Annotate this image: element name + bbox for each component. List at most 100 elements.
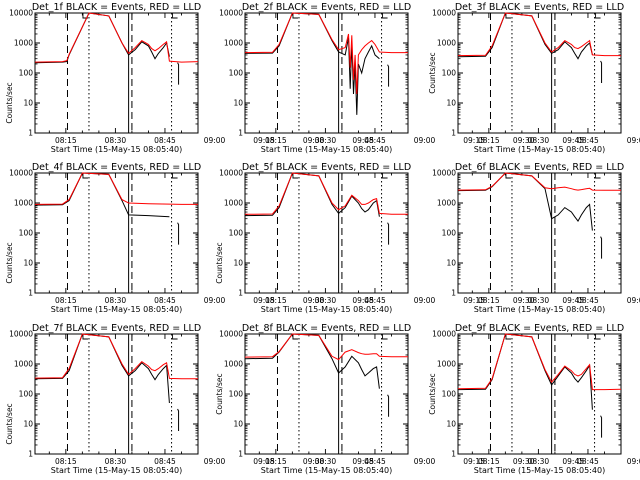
x-tick-label: 09:00 [414, 457, 436, 466]
y-tick-label: 10 [23, 99, 33, 108]
y-tick-label: 1 [28, 450, 33, 459]
y-tick-label: 1000 [14, 360, 33, 369]
y-tick-label: 10 [233, 259, 243, 268]
x-tick-label: 09:15 [463, 457, 485, 466]
series-events-tail [177, 222, 180, 245]
x-axis-label: Start Time (15-May-15 08:05:40) [474, 466, 605, 475]
y-tick-label: 1000 [437, 199, 456, 208]
corner-marker [595, 334, 601, 340]
y-tick-label: 100 [442, 390, 457, 399]
y-tick-label: 10000 [9, 330, 33, 339]
series-events-line [244, 333, 380, 389]
y-tick-label: 10 [446, 259, 456, 268]
y-tick-label: 1 [451, 289, 456, 298]
y-tick-label: 10000 [9, 169, 33, 178]
y-tick-label: 1 [238, 129, 243, 138]
x-tick-label: 08:15 [478, 136, 500, 145]
y-tick-label: 1000 [437, 360, 456, 369]
plot-panel: Det_3f BLACK = Events, RED = LLD 1 10 100 10… [428, 2, 640, 154]
x-tick-label: 09:00 [627, 136, 640, 145]
series-lld-line [34, 12, 199, 63]
series-lld-line [34, 333, 198, 380]
x-tick-label: 09:00 [414, 136, 436, 145]
series-lld-line [244, 12, 408, 95]
x-tick-label: 08:30 [105, 136, 127, 145]
series-events-line [34, 172, 170, 218]
y-tick-label: 10 [233, 420, 243, 429]
x-tick-label: 08:15 [265, 296, 287, 305]
panel-title: Det_6f BLACK = Events, RED = LLD [455, 162, 624, 173]
corner-marker [595, 13, 601, 19]
corner-marker [382, 173, 388, 179]
x-tick-label: 08:30 [528, 457, 550, 466]
y-axis-label: Counts/sec [5, 403, 14, 444]
panel-title: Det_5f BLACK = Events, RED = LLD [242, 162, 411, 173]
plot-panel: Det_1f BLACK = Events, RED = LLD11010010… [5, 2, 374, 154]
y-tick-label: 10 [446, 420, 456, 429]
x-tick-label: 08:45 [577, 136, 599, 145]
y-tick-label: 1000 [224, 39, 243, 48]
x-tick-label: 09:00 [204, 296, 226, 305]
y-tick-label: 10 [23, 420, 33, 429]
y-tick-label: 10000 [432, 330, 456, 339]
x-tick-label: 08:30 [315, 136, 337, 145]
x-tick-label: 09:30 [303, 296, 325, 305]
series-lld-line [457, 172, 621, 191]
x-tick-label: 09:45 [562, 296, 584, 305]
x-tick-label: 08:15 [265, 136, 287, 145]
series-events-tail [387, 64, 390, 87]
series-events-tail [177, 408, 180, 432]
y-tick-label: 1 [451, 129, 456, 138]
plot-panel: Det_2f BLACK = Events, RED = LLD11010010… [219, 2, 584, 154]
plot-frame [457, 172, 622, 294]
y-tick-label: 10000 [432, 9, 456, 18]
y-tick-label: 1 [28, 129, 33, 138]
y-tick-label: 10 [233, 99, 243, 108]
corner-marker [172, 13, 178, 19]
y-tick-label: 10000 [219, 330, 243, 339]
x-tick-label: 08:45 [577, 296, 599, 305]
corner-marker [172, 173, 178, 179]
x-tick-label: 09:15 [253, 457, 275, 466]
corner-marker [382, 334, 388, 340]
series-events-tail [177, 62, 180, 85]
x-axis-label: Start Time (15-May-15 08:05:40) [474, 305, 605, 314]
series-events-line [457, 172, 593, 231]
plot-frame [244, 333, 409, 455]
x-tick-label: 09:30 [303, 457, 325, 466]
plot-panel: Det_8f BLACK = Events, RED = LLD11010010… [215, 323, 584, 475]
x-axis-label: Start Time (15-May-15 08:05:40) [261, 305, 392, 314]
series-events-line [244, 12, 380, 115]
x-tick-label: 09:15 [463, 136, 485, 145]
x-tick-label: 08:30 [528, 296, 550, 305]
corner-marker [82, 334, 88, 340]
x-tick-label: 09:00 [204, 457, 226, 466]
y-tick-label: 1 [28, 289, 33, 298]
corner-marker [595, 173, 601, 179]
series-events-tail [387, 394, 390, 417]
x-tick-label: 08:45 [577, 457, 599, 466]
y-axis-label: Counts/sec [428, 52, 437, 93]
corner-marker [292, 334, 298, 340]
x-tick-label: 09:30 [513, 296, 535, 305]
panel-title: Det_9f BLACK = Events, RED = LLD [455, 323, 624, 334]
y-tick-label: 1000 [14, 199, 33, 208]
series-events-tail [600, 415, 603, 438]
corner-marker [382, 13, 388, 19]
y-tick-label: 1 [238, 289, 243, 298]
series-events-line [34, 12, 170, 64]
x-tick-label: 08:15 [265, 457, 287, 466]
y-axis-label: Counts/sec [215, 373, 224, 414]
x-tick-label: 08:15 [55, 296, 77, 305]
corner-marker [505, 13, 511, 19]
x-tick-label: 08:45 [364, 457, 386, 466]
series-lld-line [244, 333, 408, 361]
panel-title: Det_2f BLACK = Events, RED = LLD [242, 2, 411, 13]
corner-marker [505, 334, 511, 340]
y-tick-label: 100 [442, 229, 457, 238]
x-tick-label: 09:30 [303, 136, 325, 145]
plot-frame [244, 12, 409, 134]
corner-marker [82, 173, 88, 179]
x-tick-label: 08:30 [105, 296, 127, 305]
